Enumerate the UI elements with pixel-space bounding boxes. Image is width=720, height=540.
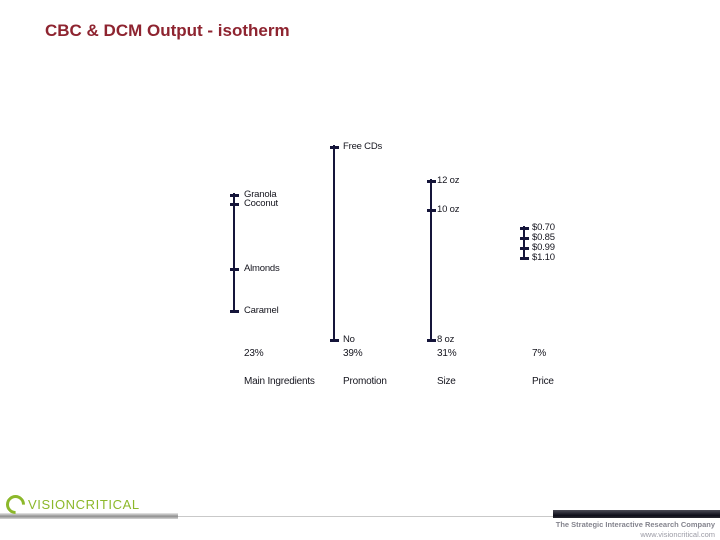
page-title: CBC & DCM Output - isotherm [45,21,290,40]
level-label: $0.85 [532,232,555,243]
attribute-axis [523,226,525,260]
level-label: Almonds [244,263,280,274]
level-tick [520,227,529,230]
level-label: $0.70 [532,222,555,233]
importance-value: 39% [343,348,363,359]
attribute-axis [333,145,335,342]
level-tick [230,194,239,197]
level-tick [230,203,239,206]
level-tick [330,146,339,149]
level-label: Granola [244,189,277,200]
level-label: $1.10 [532,252,555,263]
visioncritical-logo-text: VISIONCRITICAL [28,497,140,512]
visioncritical-logo: VISIONCRITICAL [2,491,140,518]
level-tick [427,209,436,212]
level-label: 12 oz [437,175,460,186]
level-tick [520,237,529,240]
attribute-axis [430,179,432,342]
footer-tagline: The Strategic Interactive Research Compa… [555,520,715,529]
attribute-name: Main Ingredients [244,376,315,387]
footer-website[interactable]: www.visioncritical.com [640,530,715,539]
importance-value: 7% [532,348,547,359]
footer-left-bar [0,513,178,519]
importance-value: 31% [437,348,457,359]
level-tick [427,339,436,342]
level-label: Coconut [244,198,278,209]
level-tick [520,247,529,250]
level-label: Free CDs [343,141,383,152]
level-label: No [343,334,355,345]
attribute-name: Price [532,376,554,387]
level-tick [330,339,339,342]
level-tick [230,268,239,271]
footer-right-bar [553,510,720,518]
footer-divider-line [0,516,720,517]
attribute-name: Size [437,376,456,387]
level-label: Caramel [244,305,279,316]
importance-value: 23% [244,348,264,359]
level-label: $0.99 [532,242,555,253]
level-tick [520,257,529,260]
level-tick [427,180,436,183]
level-tick [230,310,239,313]
level-label: 10 oz [437,204,460,215]
visioncritical-logo-icon [2,491,29,518]
attribute-axis [233,193,235,313]
level-label: 8 oz [437,334,455,345]
attribute-name: Promotion [343,376,387,387]
